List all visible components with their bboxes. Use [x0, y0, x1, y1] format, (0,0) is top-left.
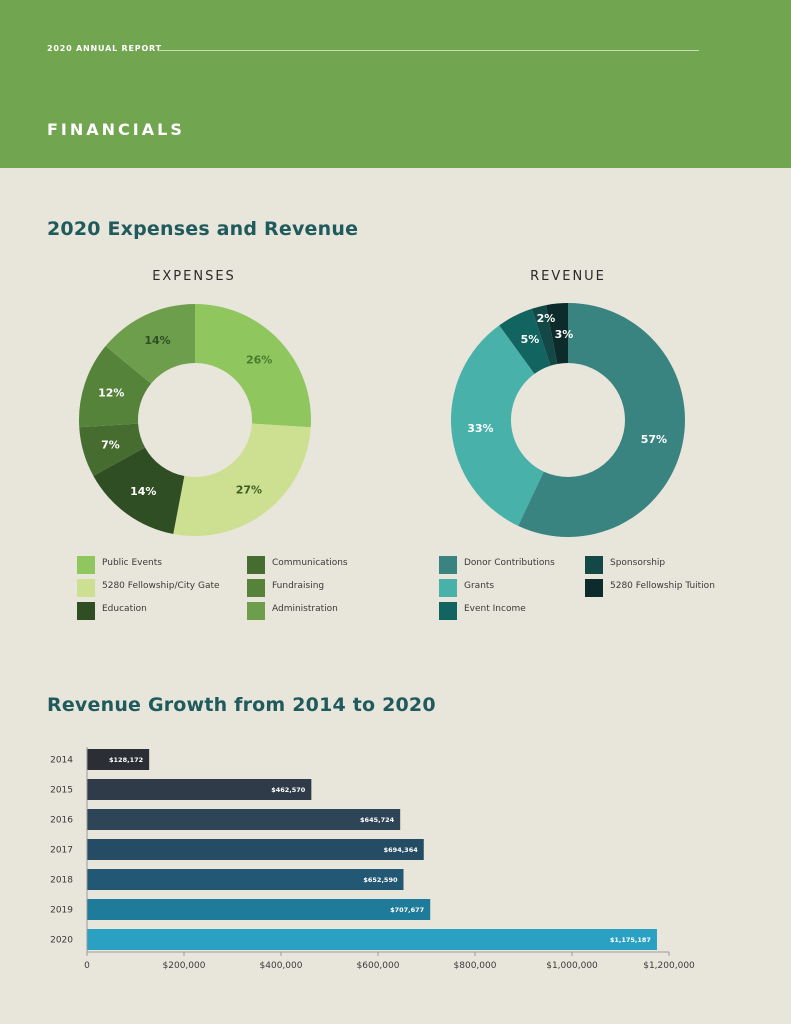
expenses-legend-label: Education: [102, 604, 147, 614]
expenses-legend: Public Events 5280 Fellowship/City Gate Ed…: [77, 556, 397, 626]
expenses-slice-fundraising: [79, 346, 152, 428]
bar-2020: [87, 929, 657, 950]
bar-2019: [87, 899, 431, 920]
x-tick-label: $600,000: [357, 961, 400, 971]
revenue-slice-donor-contributions: [518, 303, 685, 537]
revenue-legend-swatch: [439, 556, 457, 574]
category-label-2017: 2017: [50, 846, 73, 856]
header-banner: 2020 ANNUAL REPORT FINANCIALS: [0, 0, 791, 168]
revenue-slice-event-income: [499, 308, 551, 374]
revenue-legend-swatch: [585, 579, 603, 597]
category-label-2018: 2018: [50, 876, 73, 886]
expenses-legend-swatch: [247, 579, 265, 597]
bar-2016: [87, 809, 401, 830]
revenue-legend-swatch: [439, 579, 457, 597]
expenses-legend-swatch: [247, 556, 265, 574]
expenses-legend-swatch: [247, 602, 265, 620]
expenses-legend-swatch: [77, 579, 95, 597]
bar-2015: [87, 779, 312, 800]
header-divider: [158, 50, 699, 51]
category-label-2015: 2015: [50, 786, 73, 796]
revenue-legend-swatch: [585, 556, 603, 574]
expenses-slice-education: [93, 447, 185, 534]
x-tick-label: $800,000: [454, 961, 497, 971]
expenses-slice-label-communications: 7%: [101, 438, 120, 451]
bar-value-label-2020: $1,175,187: [610, 936, 651, 944]
revenue-growth-bar-chart: $128,172 2014 $462,570 2015 $645,724 2016 $694…: [50, 747, 695, 971]
expenses-slice-label-fundraising: 12%: [98, 387, 124, 400]
expenses-slice-label-public-events: 26%: [246, 354, 272, 367]
bar-value-label-2018: $652,590: [363, 876, 398, 884]
expenses-slice-communications: [79, 423, 146, 476]
revenue-growth-heading: Revenue Growth from 2014 to 2020: [47, 694, 436, 716]
revenue-legend-label: 5280 Fellowship Tuition: [610, 581, 715, 591]
expenses-chart-title: EXPENSES: [152, 269, 236, 284]
expenses-slice-public-events: [195, 304, 311, 428]
revenue-legend-label: Grants: [464, 581, 495, 591]
bar-value-label-2017: $694,364: [384, 846, 419, 854]
bar-value-label-2016: $645,724: [360, 816, 395, 824]
category-label-2014: 2014: [50, 756, 73, 766]
expenses-legend-label: Administration: [272, 604, 338, 614]
revenue-slice-label-event-income: 5%: [521, 333, 540, 346]
revenue-chart-title: REVENUE: [530, 269, 606, 284]
revenue-slice-label-sponsorship: 2%: [537, 312, 556, 325]
x-tick-label: $200,000: [163, 961, 206, 971]
report-label: 2020 ANNUAL REPORT: [47, 44, 162, 53]
expenses-legend-label: Public Events: [102, 558, 162, 568]
bar-value-label-2014: $128,172: [109, 756, 143, 764]
expenses-slice-administration: [105, 304, 195, 384]
revenue-slice-5280-fellowship-tuition: [546, 303, 568, 365]
expenses-slice-label-administration: 14%: [144, 334, 170, 347]
expenses-legend-label: Communications: [272, 558, 348, 568]
revenue-donut-chart: 57% 33% 5% 2% 3%: [451, 303, 685, 537]
expenses-legend-swatch: [77, 602, 95, 620]
expenses-slice-label-5280-fellowship-city-gate: 27%: [236, 483, 262, 496]
revenue-legend-label: Sponsorship: [610, 558, 666, 568]
revenue-slice-label-grants: 33%: [467, 422, 493, 435]
category-label-2016: 2016: [50, 816, 73, 826]
x-tick-label: $1,200,000: [643, 961, 695, 971]
revenue-slice-label-5280-fellowship-tuition: 3%: [555, 328, 574, 341]
bar-value-label-2019: $707,677: [390, 906, 424, 914]
revenue-legend-label: Donor Contributions: [464, 558, 555, 568]
expenses-legend-label: Fundraising: [272, 581, 325, 591]
category-label-2020: 2020: [50, 936, 73, 946]
revenue-slice-sponsorship: [531, 305, 558, 366]
bar-value-label-2015: $462,570: [271, 786, 306, 794]
expenses-legend-label: 5280 Fellowship/City Gate: [102, 581, 220, 591]
expenses-slice-label-education: 14%: [130, 485, 156, 498]
bar-2014: [87, 749, 150, 770]
bar-2017: [87, 839, 424, 860]
bar-2018: [87, 869, 404, 890]
revenue-legend: Donor Contributions Grants Event Income Spo…: [439, 556, 759, 626]
expenses-slice-5280-fellowship-city-gate: [173, 423, 311, 536]
revenue-slice-grants: [451, 325, 544, 526]
expenses-revenue-heading: 2020 Expenses and Revenue: [47, 218, 359, 240]
x-tick-label: $400,000: [260, 961, 303, 971]
revenue-legend-swatch: [439, 602, 457, 620]
x-tick-label: $1,000,000: [546, 961, 598, 971]
revenue-slice-label-donor-contributions: 57%: [641, 433, 667, 446]
expenses-legend-swatch: [77, 556, 95, 574]
category-label-2019: 2019: [50, 906, 73, 916]
revenue-legend-label: Event Income: [464, 604, 526, 614]
page-title: FINANCIALS: [47, 120, 185, 139]
expenses-donut-chart: 26% 27% 14% 7% 12% 14%: [79, 304, 311, 536]
x-tick-label: 0: [84, 961, 90, 971]
